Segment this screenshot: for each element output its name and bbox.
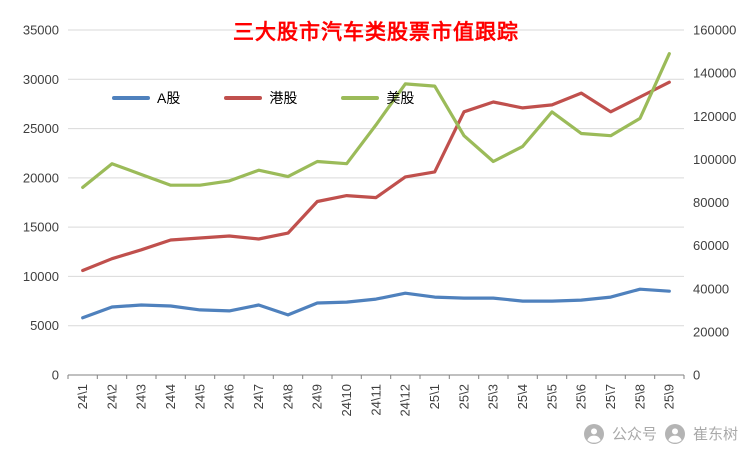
gridlines — [68, 29, 684, 327]
svg-text:24\7: 24\7 — [251, 384, 266, 409]
svg-text:60000: 60000 — [693, 238, 729, 253]
x-axis — [67, 374, 685, 379]
legend-item-us-shares: 美股 — [341, 88, 414, 108]
svg-text:25\2: 25\2 — [456, 384, 471, 409]
svg-text:25\5: 25\5 — [544, 384, 559, 409]
svg-text:0: 0 — [52, 368, 59, 383]
svg-text:24\6: 24\6 — [222, 384, 237, 409]
chart-title: 三大股市汽车类股票市值跟踪 — [233, 21, 519, 44]
svg-text:5000: 5000 — [30, 318, 59, 333]
svg-text:24\5: 24\5 — [192, 384, 207, 409]
series-line-0 — [81, 287, 671, 320]
series-line-1 — [81, 80, 671, 273]
legend-swatch-hk-shares — [224, 96, 263, 100]
right-axis-labels: 0 20000 40000 60000 80000 100000 120000 140000 1… — [693, 23, 736, 383]
x-axis-labels: 24\1 24\2 24\3 24\4 24\5 24\6 24\7 24\8 24\9 24\1… — [75, 384, 677, 417]
series-line-2 — [81, 52, 671, 189]
watermark-account-label: 公众号 — [611, 426, 657, 443]
legend-item-a-shares: A股 — [112, 88, 180, 108]
svg-text:40000: 40000 — [693, 281, 729, 296]
svg-text:20000: 20000 — [23, 170, 59, 185]
svg-text:24\9: 24\9 — [310, 384, 325, 409]
svg-text:24\3: 24\3 — [134, 384, 149, 409]
svg-text:25\3: 25\3 — [486, 384, 501, 409]
svg-text:24\11: 24\11 — [368, 384, 383, 416]
svg-text:80000: 80000 — [693, 195, 729, 210]
svg-text:24\2: 24\2 — [104, 384, 119, 409]
svg-text:25\7: 25\7 — [603, 384, 618, 409]
svg-text:120000: 120000 — [693, 109, 736, 124]
legend-swatch-us-shares — [341, 96, 380, 100]
svg-text:25\8: 25\8 — [632, 384, 647, 409]
svg-text:24\4: 24\4 — [163, 384, 178, 409]
watermark-account-name: 崔东树 — [692, 426, 738, 443]
svg-text:100000: 100000 — [693, 152, 736, 167]
svg-text:0: 0 — [693, 368, 700, 383]
legend-item-hk-shares: 港股 — [224, 88, 297, 108]
svg-text:25\6: 25\6 — [574, 384, 589, 409]
svg-text:30000: 30000 — [23, 72, 59, 87]
watermark: 公众号 崔东树 — [583, 423, 738, 444]
svg-text:25000: 25000 — [23, 121, 59, 136]
chart-legend: A股 港股 美股 — [112, 88, 414, 108]
author-avatar-icon — [664, 423, 685, 444]
svg-text:24\8: 24\8 — [280, 384, 295, 409]
left-axis-labels: 0 5000 10000 15000 20000 25000 30000 35000 — [23, 23, 59, 383]
svg-text:35000: 35000 — [23, 23, 59, 38]
legend-swatch-a-shares — [112, 96, 150, 100]
svg-text:25\4: 25\4 — [515, 384, 530, 409]
svg-text:24\10: 24\10 — [339, 384, 354, 417]
svg-text:24\1: 24\1 — [75, 384, 90, 409]
svg-text:10000: 10000 — [23, 269, 59, 284]
svg-text:160000: 160000 — [693, 23, 736, 38]
svg-text:20000: 20000 — [693, 324, 729, 339]
svg-text:24\12: 24\12 — [398, 384, 413, 417]
svg-text:25\1: 25\1 — [427, 384, 442, 409]
svg-text:15000: 15000 — [23, 220, 59, 235]
legend-label-us-shares: 美股 — [386, 90, 415, 106]
legend-label-hk-shares: 港股 — [269, 90, 298, 106]
wechat-account-icon — [583, 423, 604, 444]
svg-text:140000: 140000 — [693, 66, 736, 81]
legend-label-a-shares: A股 — [157, 90, 181, 106]
svg-text:25\9: 25\9 — [662, 384, 677, 409]
